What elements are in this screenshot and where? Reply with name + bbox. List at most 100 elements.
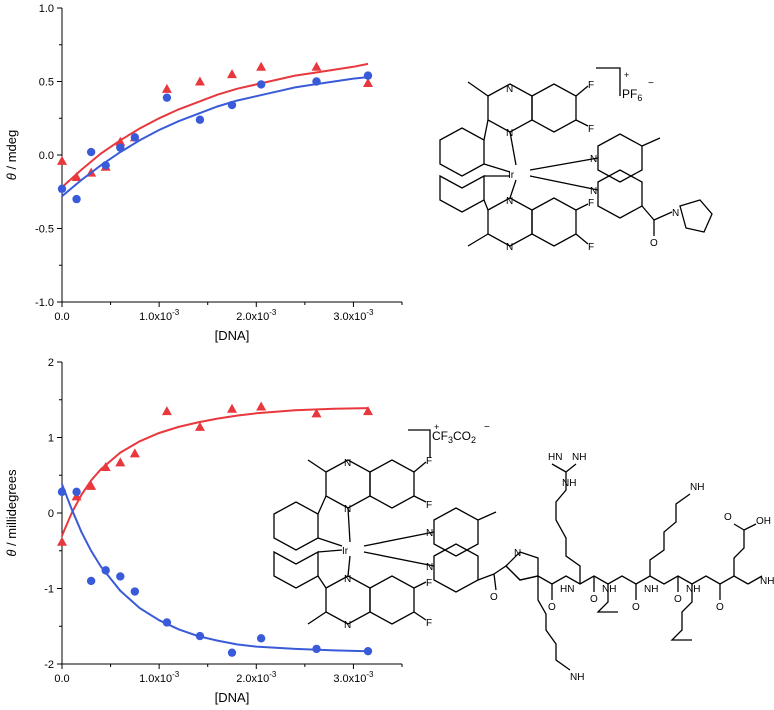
circle-point [72,194,81,204]
x-tick-label: 3.0x10-3 [333,670,374,685]
top-cd-plot: -1.0 -0.5 0.0 0.5 1.0 0.0 1.0x10-3 2.0x10-3 3.0x… [4,3,403,343]
triangle-point [256,61,267,71]
atom-label: F [426,456,432,467]
triangle-point [194,76,205,86]
atom-label: HN [560,584,574,595]
circle-point [130,133,140,142]
x-tick-label: 3.0x10-3 [333,308,374,323]
ring [679,199,713,233]
circle-point [227,100,237,110]
atom-label: NH [644,584,658,595]
circle-point [162,93,172,102]
ring [439,174,485,213]
triangle-point [57,536,67,546]
triangle-point [161,83,172,93]
atom-label: NH [760,576,774,587]
ring [531,197,577,247]
y-tick-label: 0.0 [39,150,54,162]
atom-label: O [650,238,658,249]
y-tick-label: 0.5 [39,77,54,89]
y-axis-title: θ / mdeg [4,130,19,180]
triangle-point [227,403,237,413]
atom-label: N [344,504,351,515]
circle-point [195,115,205,124]
ring [597,133,643,183]
atom-label: F [426,500,432,511]
ring [433,507,479,557]
fit-line-series-0 [61,62,369,189]
triangle-point [311,408,322,418]
circle-point [101,566,110,575]
atom-label: F [588,198,594,209]
y-tick-label: -1.0 [35,297,54,309]
atom-label: NH [690,482,704,493]
triangle-point [86,480,97,490]
y-axis-title: θ / millidegrees [4,469,19,557]
ring [369,575,415,625]
atom-label: OH [756,516,771,527]
atom-label: F [426,618,432,629]
x-tick-label: 0.0 [54,673,69,685]
circle-point [72,487,81,497]
atom-label: N [514,548,521,559]
plus-charge: + [624,70,629,80]
atom-label: F [588,80,594,91]
triangle-point [129,448,140,458]
triangle-point [71,172,82,182]
x-tick-label: 1.0x10-3 [139,670,180,685]
triangle-point [161,406,172,416]
top-counterion: PF6 [622,87,642,103]
atom-label: N [426,528,433,539]
triangle-point [115,136,126,146]
triangle-point [256,401,267,411]
atom-label: N [590,186,597,197]
atom-label: N [344,574,351,585]
bottom-structure [273,429,763,671]
x-tick-label: 2.0x10-3 [236,670,277,685]
atom-label: HN [548,452,562,463]
bottom-counterion: CF3CO2 [432,429,476,445]
y-tick-label: -1 [44,584,54,596]
y-tick-label: 2 [48,357,54,369]
triangle-point [311,61,322,71]
triangle-point [115,457,126,467]
ring [369,459,415,509]
fit-line-series-0 [61,407,369,536]
fit-line-series-1 [61,76,369,197]
atom-label: F [588,242,594,253]
circle-point [116,572,125,581]
triangle-point [363,406,373,416]
top-structure [439,67,713,247]
circle-point [363,646,373,656]
triangle-point [363,77,373,87]
atom-label: O [674,594,682,605]
atom-label: Ir [508,170,515,181]
x-tick-label: 1.0x10-3 [139,308,180,323]
circle-point [57,487,67,497]
atom-label: N [506,242,513,253]
triangle-point [227,69,237,79]
atom-label: N [344,458,351,469]
circle-point [312,644,321,654]
atom-label: NH [602,584,616,595]
circle-point [363,71,373,80]
circle-point [256,80,266,89]
atom-label: N [506,84,513,95]
x-tick-label: 2.0x10-3 [236,308,277,323]
atom-label: NH [686,584,700,595]
atom-label: O [632,602,640,613]
bottom-structure-labels: N N Ir N N N N F F F F O N O HN O NH O N… [342,422,774,683]
circle-point [57,184,67,194]
ring [433,543,479,593]
circle-point [227,648,237,657]
atom-label: N [590,154,597,165]
minus-charge: − [648,78,654,89]
x-tick-label: 0.0 [54,311,69,323]
x-axis-title: [DNA] [215,690,250,705]
circle-point [256,634,266,643]
plus-charge: + [434,422,439,432]
circle-point [312,77,321,86]
atom-label: N [426,562,433,573]
bottom-cd-plot: -2 -1 0 1 2 0.0 1.0x10-3 2.0x10-3 3.0x10-3 [DNA] θ… [4,357,403,705]
x-axis-title: [DNA] [215,328,250,343]
